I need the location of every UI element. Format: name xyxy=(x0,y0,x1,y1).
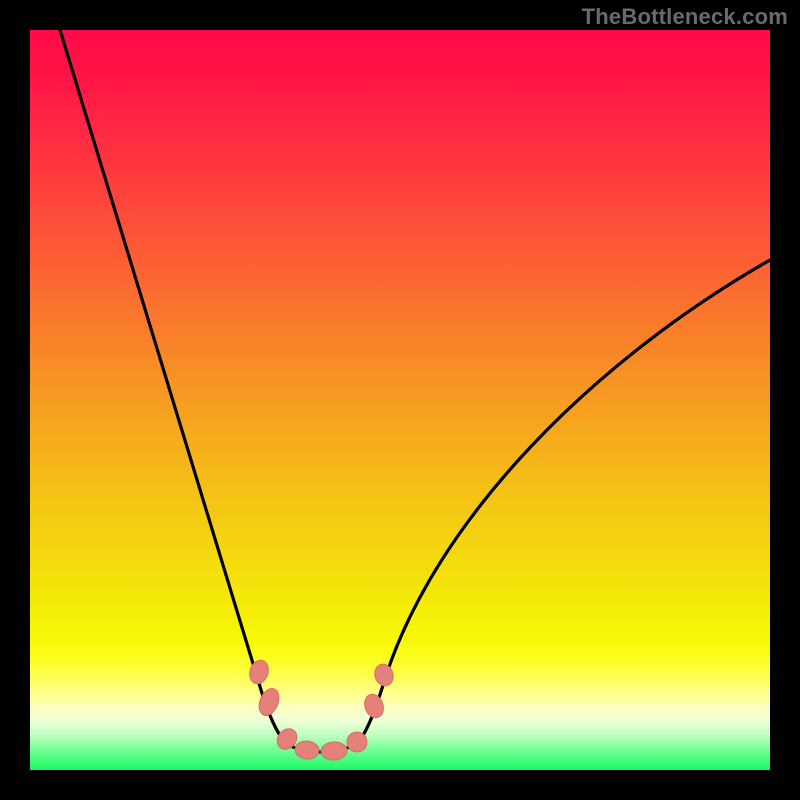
bottleneck-chart xyxy=(0,0,800,800)
watermark-text: TheBottleneck.com xyxy=(582,4,788,30)
plot-area xyxy=(30,30,770,770)
